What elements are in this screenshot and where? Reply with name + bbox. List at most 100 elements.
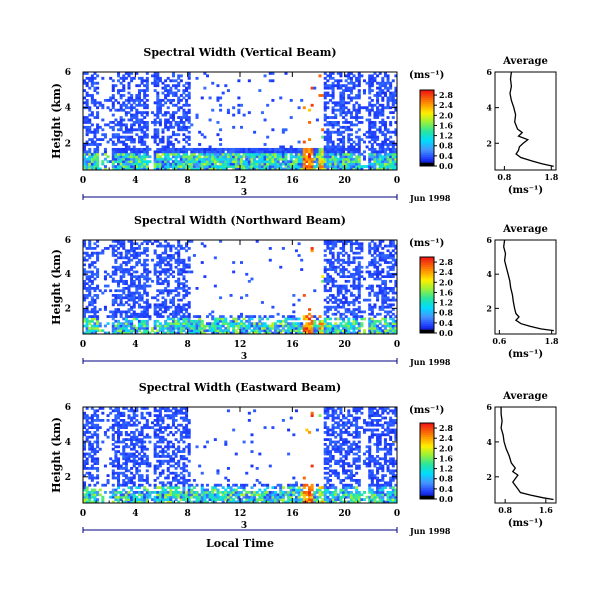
heatmap-cell [96, 326, 100, 330]
heatmap-cell [321, 162, 325, 166]
heatmap-cell [182, 486, 186, 489]
heatmap-cell [182, 317, 186, 321]
heatmap-cell [334, 152, 338, 156]
heatmap-cell [156, 150, 160, 154]
heatmap-cell [153, 479, 157, 482]
heatmap-cell [135, 287, 139, 290]
heatmap-cell [389, 261, 393, 264]
heatmap-cell [90, 130, 94, 134]
heatmap-cell [106, 435, 110, 439]
heatmap-cell [90, 282, 94, 286]
heatmap-cell [179, 282, 183, 286]
heatmap-cell [169, 143, 173, 146]
heatmap-cell [208, 147, 212, 151]
heatmap-cell [122, 411, 126, 415]
heatmap-cell [119, 294, 123, 297]
heatmap-cell [101, 440, 105, 444]
heatmap-cell [349, 79, 353, 83]
heatmap-cell [166, 106, 170, 110]
heatmap-cell [114, 254, 118, 257]
heatmap-cell [161, 103, 165, 107]
heatmap-cell [179, 481, 183, 485]
heatmap-cell [258, 317, 262, 321]
colorbar-segment [420, 304, 434, 307]
heatmap-cell [158, 155, 162, 159]
heatmap-cell [177, 291, 181, 295]
heatmap-cell [349, 147, 353, 151]
heatmap-cell [179, 455, 183, 458]
heatmap-cell [381, 240, 385, 243]
heatmap-cell [177, 282, 181, 286]
heatmap-cell [386, 74, 390, 78]
heatmap-cell [182, 96, 186, 100]
heatmap-cell [114, 279, 118, 283]
heatmap-cell [177, 322, 181, 325]
heatmap-cell [242, 331, 246, 335]
heatmap-cell [344, 289, 348, 293]
heatmap-cell [137, 305, 141, 309]
heatmap-cell [274, 326, 278, 330]
heatmap-cell [347, 324, 351, 328]
heatmap-cell [347, 133, 351, 137]
heatmap-cell [171, 298, 175, 302]
heatmap-cell [179, 167, 183, 171]
heatmap-cell [166, 476, 170, 480]
heatmap-cell [331, 265, 335, 269]
heatmap-cell [376, 101, 380, 105]
heatmap-cell [391, 167, 395, 171]
heatmap-cell [145, 491, 149, 494]
heatmap-cell [323, 96, 327, 100]
heatmap-cell [339, 125, 343, 129]
heatmap-cell [185, 89, 189, 92]
heatmap-cell [305, 157, 309, 161]
heatmap-cell [205, 315, 209, 318]
heatmap-cell [344, 111, 348, 115]
heatmap-cell [373, 94, 377, 97]
heatmap-cell [143, 157, 147, 161]
heatmap-cell [169, 322, 173, 325]
y-tick-label: 6 [65, 68, 71, 78]
heatmap-cell [93, 500, 97, 504]
heatmap-cell [143, 455, 147, 458]
heatmap-cell [166, 145, 170, 149]
heatmap-cell [148, 240, 152, 243]
heatmap-cell [93, 447, 97, 451]
heatmap-cell [292, 294, 296, 297]
heatmap-cell [148, 440, 152, 444]
heatmap-cell [300, 155, 304, 159]
heatmap-cell [156, 428, 160, 432]
heatmap-cell [117, 268, 121, 271]
heatmap-cell [357, 147, 361, 151]
heatmap-cell [182, 116, 186, 119]
heatmap-cell [216, 324, 220, 328]
heatmap-cell [339, 305, 343, 309]
heatmap-cell [370, 162, 374, 166]
heatmap-cell [153, 272, 157, 276]
heatmap-cell [302, 324, 306, 328]
heatmap-cell [114, 240, 118, 243]
heatmap-cell [119, 116, 123, 119]
heatmap-cell [391, 96, 395, 100]
heatmap-cell [334, 165, 338, 168]
heatmap-cell [219, 108, 223, 112]
heatmap-cell [161, 301, 165, 304]
heatmap-cell [383, 298, 387, 302]
heatmap-cell [145, 268, 149, 271]
colorbar-tick-label: 0.8 [439, 141, 453, 151]
heatmap-cell [83, 493, 87, 497]
heatmap-cell [83, 315, 87, 318]
heatmap-cell [187, 155, 191, 159]
heatmap-cell [177, 254, 181, 257]
heatmap-cell [300, 268, 304, 271]
heatmap-cell [187, 96, 191, 100]
heatmap-cell [156, 486, 160, 489]
heatmap-cell [117, 101, 121, 105]
heatmap-cell [352, 277, 356, 281]
heatmap-cell [302, 157, 306, 161]
heatmap-cell [200, 326, 204, 330]
heatmap-cell [344, 284, 348, 288]
heatmap-cell [119, 275, 123, 278]
heatmap-cell [114, 133, 118, 137]
heatmap-cell [339, 96, 343, 100]
heatmap-cell [122, 488, 126, 492]
